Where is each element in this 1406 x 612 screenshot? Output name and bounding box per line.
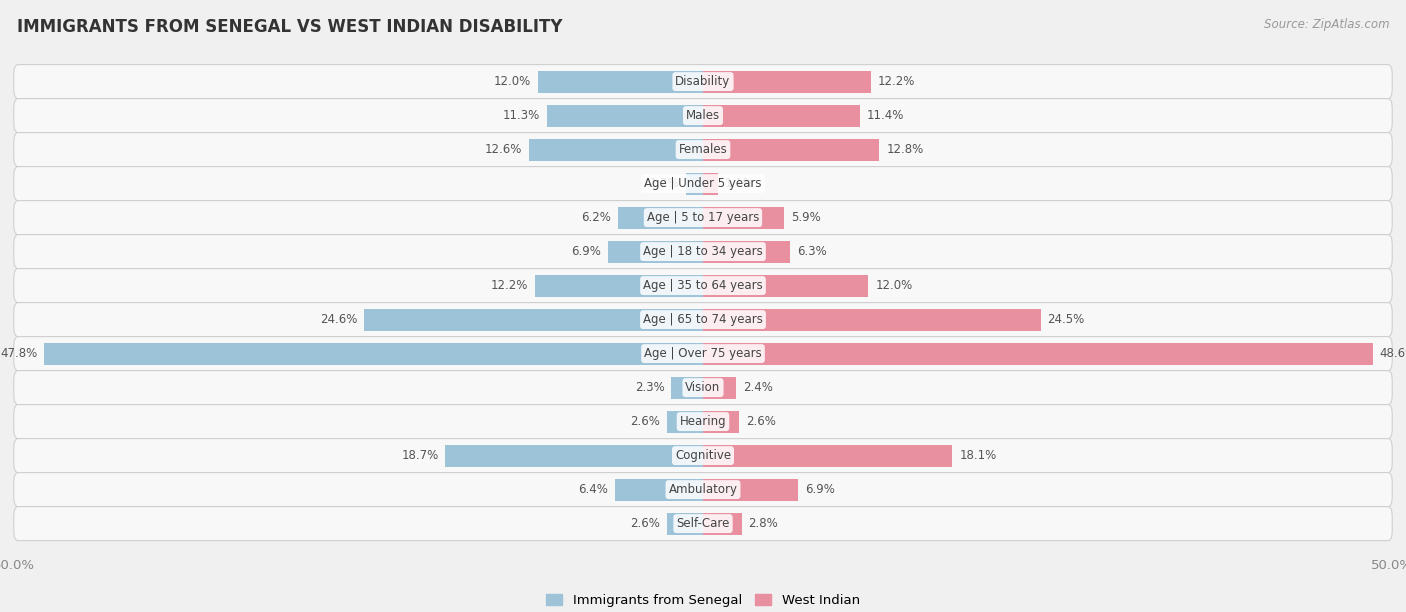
Bar [364,308,703,330]
Text: 6.3%: 6.3% [797,245,827,258]
Text: 11.4%: 11.4% [868,109,904,122]
Text: 2.6%: 2.6% [630,517,661,530]
FancyBboxPatch shape [14,439,1392,472]
Bar [703,173,718,195]
Bar [607,241,703,263]
Text: 2.6%: 2.6% [745,415,776,428]
FancyBboxPatch shape [14,337,1392,371]
Text: 12.8%: 12.8% [886,143,924,156]
Text: 48.6%: 48.6% [1379,347,1406,360]
Bar [446,444,703,466]
Text: 12.0%: 12.0% [494,75,531,88]
Text: 12.0%: 12.0% [875,279,912,292]
FancyBboxPatch shape [14,405,1392,439]
Bar [703,105,860,127]
Text: 47.8%: 47.8% [0,347,38,360]
Text: Age | 5 to 17 years: Age | 5 to 17 years [647,211,759,224]
Text: 12.2%: 12.2% [877,75,915,88]
Text: Cognitive: Cognitive [675,449,731,462]
Bar [534,275,703,297]
FancyBboxPatch shape [14,99,1392,133]
Bar [617,206,703,229]
FancyBboxPatch shape [14,201,1392,234]
Text: 2.6%: 2.6% [630,415,661,428]
Text: 18.7%: 18.7% [401,449,439,462]
Bar [703,411,738,433]
Bar [703,444,952,466]
Text: Age | 18 to 34 years: Age | 18 to 34 years [643,245,763,258]
Text: Disability: Disability [675,75,731,88]
Text: Source: ZipAtlas.com: Source: ZipAtlas.com [1264,18,1389,31]
Text: 12.6%: 12.6% [485,143,523,156]
FancyBboxPatch shape [14,133,1392,166]
Bar [668,513,703,535]
Bar [703,343,1372,365]
FancyBboxPatch shape [14,507,1392,540]
Text: 2.8%: 2.8% [748,517,778,530]
Bar [671,376,703,398]
FancyBboxPatch shape [14,472,1392,507]
FancyBboxPatch shape [14,234,1392,269]
Bar [530,138,703,160]
FancyBboxPatch shape [14,371,1392,405]
Text: 24.5%: 24.5% [1047,313,1084,326]
Bar [703,275,869,297]
FancyBboxPatch shape [14,166,1392,201]
Text: IMMIGRANTS FROM SENEGAL VS WEST INDIAN DISABILITY: IMMIGRANTS FROM SENEGAL VS WEST INDIAN D… [17,18,562,36]
Text: Ambulatory: Ambulatory [668,483,738,496]
Bar [537,70,703,92]
Text: Age | 65 to 74 years: Age | 65 to 74 years [643,313,763,326]
Bar [45,343,703,365]
Text: 12.2%: 12.2% [491,279,529,292]
Text: 6.9%: 6.9% [806,483,835,496]
Text: Age | Over 75 years: Age | Over 75 years [644,347,762,360]
Text: 6.9%: 6.9% [571,245,600,258]
Bar [703,241,790,263]
Text: 24.6%: 24.6% [319,313,357,326]
Bar [703,308,1040,330]
Bar [703,138,879,160]
Bar [703,70,872,92]
Text: 5.9%: 5.9% [792,211,821,224]
Text: 2.3%: 2.3% [634,381,665,394]
Bar [703,376,737,398]
Text: Males: Males [686,109,720,122]
Text: 2.4%: 2.4% [742,381,773,394]
Bar [703,479,799,501]
Text: 18.1%: 18.1% [959,449,997,462]
Text: 1.1%: 1.1% [725,177,755,190]
Text: Females: Females [679,143,727,156]
Bar [614,479,703,501]
Text: Vision: Vision [685,381,721,394]
FancyBboxPatch shape [14,269,1392,302]
Text: 1.2%: 1.2% [650,177,679,190]
FancyBboxPatch shape [14,302,1392,337]
Text: 6.4%: 6.4% [578,483,607,496]
FancyBboxPatch shape [14,65,1392,99]
Text: Self-Care: Self-Care [676,517,730,530]
Text: 6.2%: 6.2% [581,211,610,224]
Bar [547,105,703,127]
Bar [703,206,785,229]
Legend: Immigrants from Senegal, West Indian: Immigrants from Senegal, West Indian [541,589,865,612]
Text: Age | 35 to 64 years: Age | 35 to 64 years [643,279,763,292]
Text: 11.3%: 11.3% [503,109,540,122]
Text: Age | Under 5 years: Age | Under 5 years [644,177,762,190]
Bar [668,411,703,433]
Bar [703,513,741,535]
Text: Hearing: Hearing [679,415,727,428]
Bar [686,173,703,195]
